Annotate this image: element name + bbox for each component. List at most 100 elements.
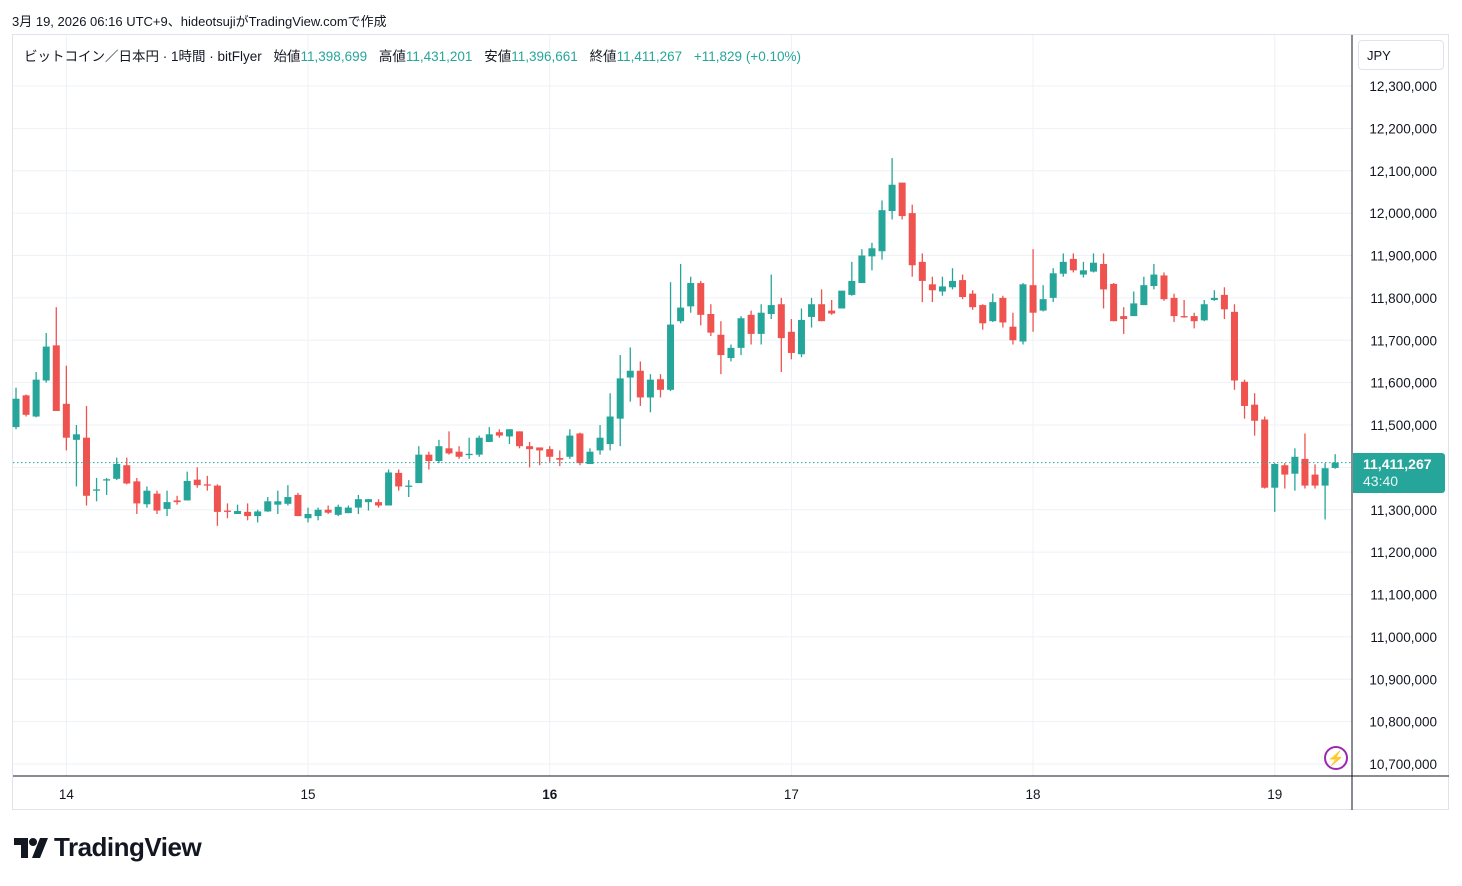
candle-body	[93, 489, 101, 491]
candle-body	[82, 437, 90, 496]
candle-body	[264, 501, 272, 512]
candle-body	[234, 511, 242, 514]
candle-body	[516, 431, 523, 447]
candle-up	[838, 290, 846, 309]
candle-down	[556, 450, 564, 467]
candle-up	[505, 429, 513, 445]
candle-up	[1130, 291, 1138, 317]
candle-body	[213, 485, 221, 512]
candle-body	[797, 319, 805, 355]
candle-up	[949, 268, 957, 290]
candle-down	[787, 319, 795, 360]
candle-body	[737, 318, 745, 348]
candle-down	[294, 492, 302, 517]
candle-body	[1281, 465, 1289, 475]
candle-up	[254, 509, 262, 523]
candle-body	[425, 454, 433, 462]
candle-body	[455, 451, 463, 457]
candle-up	[415, 446, 423, 484]
current-price-value: 11,411,267	[1363, 456, 1432, 472]
candle-body	[1059, 261, 1067, 274]
candle-down	[173, 495, 181, 505]
candle-down	[425, 451, 433, 470]
candle-body	[244, 511, 252, 517]
candle-up	[1321, 463, 1329, 520]
candle-body	[183, 480, 191, 501]
candle-body	[677, 307, 685, 322]
price-axis: 12,300,000 12,200,000 12,100,000 12,000,000…	[1351, 35, 1437, 810]
candle-body	[1160, 275, 1168, 300]
candle-up	[646, 374, 654, 413]
symbol-title[interactable]: ビットコイン／日本円 · 1時間 · bitFlyer	[24, 49, 262, 64]
candle-down	[1029, 249, 1037, 332]
candle-down	[1220, 287, 1228, 320]
price-tick-label: 11,200,000	[1370, 545, 1437, 560]
candle-body	[405, 485, 413, 487]
time-tick-label: 18	[1026, 787, 1041, 802]
candle-down	[52, 307, 60, 412]
candle-body	[1180, 316, 1188, 318]
candle-down	[969, 290, 977, 310]
candle-up	[1079, 261, 1087, 278]
candle-up	[1210, 290, 1218, 301]
candle-body	[1220, 294, 1228, 310]
candle-body	[1210, 297, 1218, 300]
candle-body	[596, 437, 604, 451]
candle-body	[1291, 456, 1299, 474]
candle-body	[878, 210, 886, 252]
candle-body	[818, 304, 826, 322]
price-tick-label: 10,900,000	[1369, 672, 1437, 687]
candle-up	[808, 297, 816, 328]
candle-body	[979, 305, 987, 324]
candle-body	[375, 502, 383, 506]
candle-up	[737, 316, 745, 356]
candle-body	[324, 509, 332, 513]
candle-body	[969, 293, 977, 308]
candle-body	[777, 304, 785, 339]
price-tick-label: 12,200,000	[1369, 121, 1437, 136]
candle-body	[163, 502, 171, 509]
price-tick-label: 11,900,000	[1370, 249, 1437, 264]
price-tick-label: 11,000,000	[1370, 630, 1437, 645]
candle-up	[93, 477, 101, 502]
candle-down	[82, 405, 90, 506]
candle-down	[717, 321, 725, 375]
time-tick-label: 16	[542, 787, 558, 802]
candle-body	[1039, 299, 1047, 311]
candle-down	[1251, 393, 1259, 436]
candle-body	[143, 490, 151, 505]
candle-down	[1180, 299, 1188, 318]
candle-body	[536, 447, 544, 451]
candle-body	[72, 434, 80, 440]
candle-body	[1110, 283, 1118, 322]
currency-button[interactable]: JPY	[1358, 40, 1444, 70]
candle-body	[898, 182, 906, 217]
candle-up	[767, 274, 775, 320]
candle-body	[364, 499, 372, 503]
open-value: 11,398,699	[300, 49, 368, 64]
candle-up	[606, 393, 614, 451]
candle-body	[12, 398, 20, 428]
candle-body	[1251, 404, 1259, 421]
candle-body	[1331, 462, 1339, 468]
candle-down	[898, 182, 906, 220]
candle-body	[656, 379, 664, 390]
candle-down	[395, 469, 403, 491]
candle-body	[254, 511, 262, 517]
candle-body	[828, 310, 836, 314]
candle-down	[1110, 283, 1118, 322]
candle-up	[103, 477, 111, 495]
candle-body	[908, 213, 916, 266]
lightning-icon[interactable]: ⚡	[1324, 746, 1348, 770]
candle-body	[294, 494, 302, 517]
candle-body	[707, 313, 715, 333]
candle-body	[959, 280, 967, 298]
candle-down	[1261, 416, 1269, 489]
time-tick-label: 17	[784, 787, 799, 802]
candle-up	[757, 304, 765, 345]
tradingview-logo[interactable]: TradingView	[14, 832, 202, 863]
candle-body	[888, 184, 896, 212]
candle-up	[727, 344, 735, 362]
candle-body	[1049, 273, 1057, 298]
